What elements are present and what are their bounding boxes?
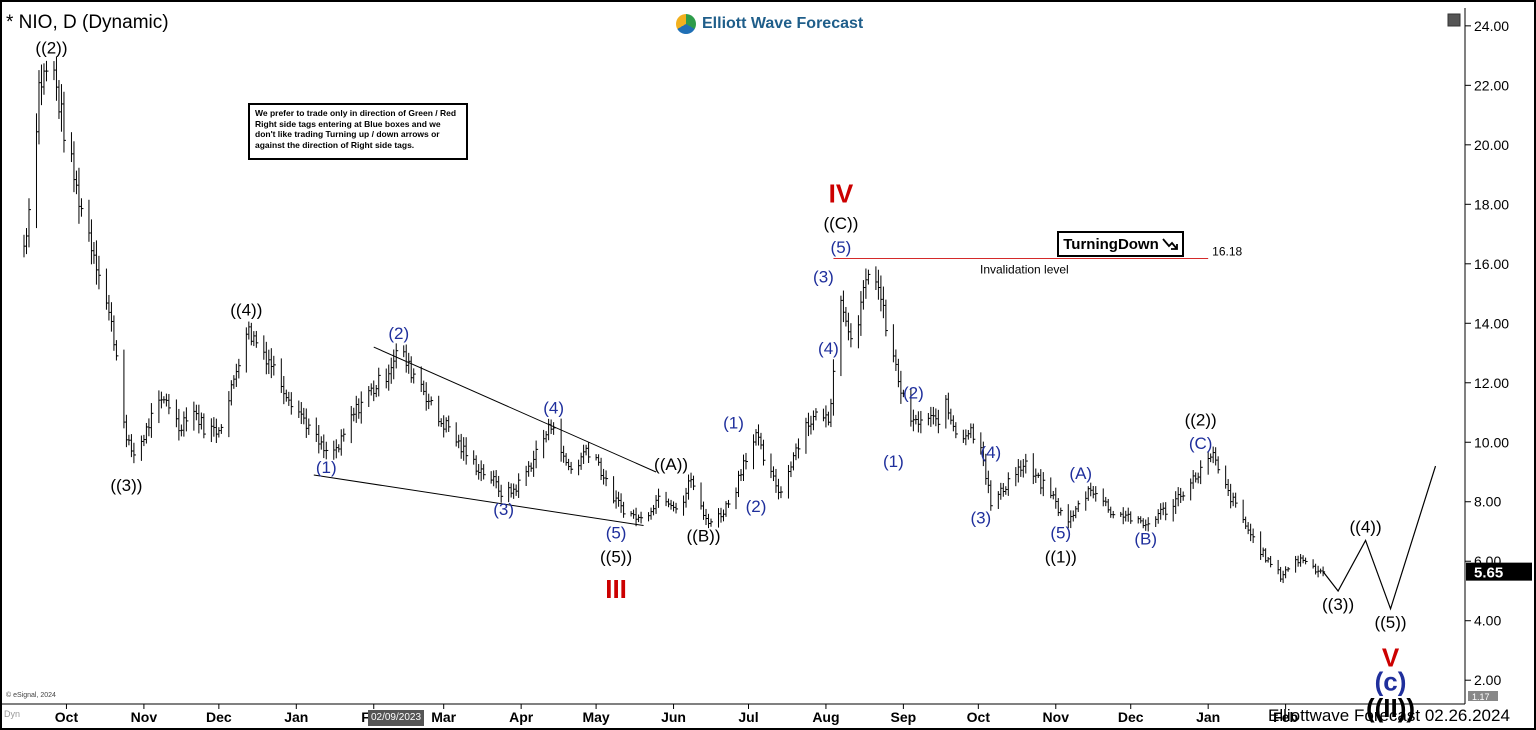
footer-brand-date: Elliottwave Forecast 02.26.2024	[1268, 706, 1510, 725]
wave-label: (4)	[543, 398, 564, 417]
y-tick-label: 20.00	[1474, 137, 1509, 153]
wave-label: (c)	[1375, 666, 1407, 696]
y-tick-label: 10.00	[1474, 434, 1509, 450]
brand-name: Elliott Wave Forecast	[702, 15, 864, 32]
esignal-copyright: © eSignal, 2024	[6, 692, 56, 699]
last-price-bg	[1466, 562, 1532, 581]
wave-label: (1)	[723, 413, 744, 432]
wave-label: ((A))	[654, 455, 688, 474]
y-axis: 2.004.006.008.0010.0012.0014.0016.0018.0…	[1465, 18, 1509, 702]
chart-title: * NIO, D (Dynamic)	[6, 12, 169, 33]
wave-label: ((II))	[1366, 693, 1415, 723]
wave-label: (B)	[1134, 530, 1157, 549]
wave-label: (5)	[1050, 524, 1071, 543]
cursor-date-flag: 02/09/2023	[368, 710, 424, 726]
x-tick-label: Nov	[1043, 709, 1070, 725]
projection-path	[1322, 465, 1437, 611]
bottom-value-label: 1.17	[1472, 692, 1490, 702]
y-tick-label: 24.00	[1474, 18, 1509, 34]
annotation-lines: 16.18 Invalidation level	[313, 244, 1437, 611]
arrow-down-right-icon	[1162, 238, 1178, 250]
turning-down-label: TurningDown	[1063, 235, 1159, 253]
x-tick-label: May	[582, 709, 609, 725]
brand-logo-icon	[676, 14, 696, 34]
wave-label: ((5))	[600, 547, 632, 566]
dyn-label: Dyn	[4, 709, 21, 719]
wave-label: (A)	[1069, 464, 1092, 483]
x-tick-label: Jan	[1196, 709, 1220, 725]
wave-label: ((4))	[230, 300, 262, 319]
bottom-value-bg	[1468, 691, 1498, 701]
wave-label: ((2))	[1185, 410, 1217, 429]
wave-label: (4)	[818, 339, 839, 358]
x-tick-label: Oct	[967, 709, 991, 725]
wave-label: V	[1382, 643, 1400, 673]
wave-labels: ((2)) ((3)) ((4)) (1) (2) (3) (4) (5) ((5)) III ((…	[35, 39, 1415, 724]
x-tick-label: Dec	[206, 709, 232, 725]
x-tick-label: Jul	[738, 709, 758, 725]
wave-label: III	[605, 574, 627, 604]
trendline	[373, 346, 657, 473]
wave-label: (2)	[746, 497, 767, 516]
x-tick-label: Oct	[55, 709, 79, 725]
y-tick-label: 16.00	[1474, 256, 1509, 272]
y-tick-label: 2.00	[1474, 672, 1501, 688]
y-tick-label: 18.00	[1474, 196, 1509, 212]
wave-label: (3)	[970, 509, 991, 528]
y-tick-label: 22.00	[1474, 77, 1509, 93]
x-tick-label: Jan	[284, 709, 308, 725]
y-tick-label: 14.00	[1474, 315, 1509, 331]
last-price-label: 5.65	[1474, 565, 1503, 582]
x-tick-label: Sep	[891, 709, 917, 725]
y-tick-label: 4.00	[1474, 613, 1501, 629]
wave-label: ((3))	[1322, 595, 1354, 614]
wave-label: ((5))	[1374, 613, 1406, 632]
wave-label: (3)	[493, 500, 514, 519]
wave-label: (5)	[606, 524, 627, 543]
x-axis: Oct Nov Dec Jan Feb Mar Apr May Jun Jul Aug Sep Oct N…	[55, 704, 1298, 725]
wave-label: IV	[829, 178, 854, 208]
x-tick-label: Aug	[812, 709, 839, 725]
wave-label: (1)	[883, 452, 904, 471]
x-tick-label: Mar	[431, 709, 456, 725]
wave-label: (4)	[980, 443, 1001, 462]
wave-label: ((3))	[110, 476, 142, 495]
wave-label: (2)	[388, 324, 409, 343]
wave-label: (2)	[903, 384, 924, 403]
x-tick-label: Feb	[1273, 709, 1298, 725]
brand-header: Elliott Wave Forecast	[676, 12, 863, 36]
last-price-marker: 5.65	[1466, 562, 1532, 582]
y-tick-label: 12.00	[1474, 375, 1509, 391]
y-tick-label: 8.00	[1474, 494, 1501, 510]
x-tick-label: Apr	[509, 709, 534, 725]
invalidation-caption: Invalidation level	[980, 262, 1069, 276]
wave-label: ((4))	[1350, 517, 1382, 536]
price-bars	[23, 56, 1326, 584]
wave-label: ((2))	[35, 39, 67, 58]
x-tick-label: Nov	[131, 709, 158, 725]
wave-label: (5)	[831, 238, 852, 257]
wave-label: (3)	[813, 268, 834, 287]
chart-options-icon[interactable]	[1447, 13, 1461, 27]
wave-label: ((C))	[823, 214, 858, 233]
wave-label: ((1))	[1045, 547, 1077, 566]
x-tick-label: Dec	[1118, 709, 1144, 725]
wave-label: (C)	[1189, 434, 1213, 453]
trading-note: We prefer to trade only in direction of …	[248, 103, 468, 160]
x-tick-label: Jun	[661, 709, 686, 725]
turning-down-tag: TurningDown	[1057, 231, 1184, 257]
trendline	[313, 474, 644, 527]
wave-label: ((B))	[687, 527, 721, 546]
invalidation-value-label: 16.18	[1212, 244, 1242, 258]
wave-label: (1)	[316, 458, 337, 477]
